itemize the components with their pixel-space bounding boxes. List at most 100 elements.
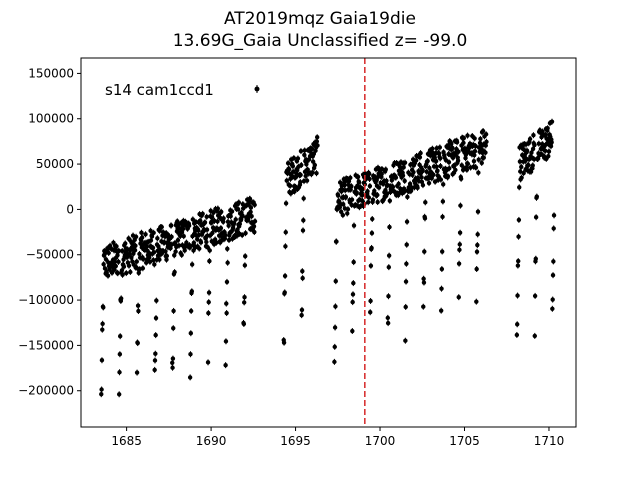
- data-point: [252, 229, 257, 235]
- data-point: [403, 304, 408, 310]
- data-point: [300, 228, 306, 233]
- data-point: [546, 153, 551, 159]
- data-point: [375, 192, 380, 198]
- legend: s14 cam1ccd1: [105, 81, 260, 99]
- data-point: [401, 165, 406, 170]
- data-point: [420, 167, 425, 173]
- data-point: [335, 193, 341, 198]
- data-point: [133, 234, 139, 239]
- data-point: [189, 262, 195, 267]
- data-point: [120, 272, 125, 278]
- data-point: [164, 253, 170, 259]
- data-point: [379, 171, 384, 177]
- data-point: [153, 315, 159, 321]
- data-point: [206, 290, 212, 295]
- data-point: [113, 263, 119, 269]
- data-point: [309, 146, 315, 152]
- data-point: [301, 196, 306, 201]
- data-point: [222, 236, 228, 241]
- data-point: [386, 253, 392, 258]
- data-point: [310, 170, 315, 175]
- y-tick-label: 0: [66, 202, 74, 216]
- data-point: [293, 174, 299, 180]
- data-point: [475, 209, 481, 214]
- data-point: [478, 136, 483, 142]
- data-point: [191, 248, 196, 253]
- data-point: [105, 273, 111, 278]
- data-point: [117, 370, 122, 375]
- data-point: [134, 370, 140, 375]
- data-point: [356, 180, 362, 185]
- data-point: [283, 244, 288, 249]
- data-point: [431, 172, 436, 177]
- data-point: [455, 158, 461, 163]
- data-point: [302, 152, 307, 158]
- data-point: [312, 162, 318, 168]
- data-point: [290, 163, 296, 169]
- data-point: [445, 174, 451, 179]
- data-point: [143, 232, 148, 237]
- data-point: [206, 310, 211, 316]
- data-point: [298, 148, 304, 154]
- data-point: [333, 278, 338, 284]
- data-point: [405, 194, 410, 200]
- data-point: [170, 365, 175, 370]
- data-point: [332, 344, 337, 350]
- data-point: [370, 197, 376, 202]
- data-point: [178, 233, 183, 239]
- data-point: [226, 237, 232, 243]
- data-point: [386, 294, 391, 299]
- data-point: [119, 268, 125, 273]
- data-point: [550, 272, 556, 278]
- data-point: [383, 188, 388, 193]
- data-point: [236, 200, 241, 205]
- data-point: [471, 158, 477, 164]
- y-tick-label: 100000: [28, 112, 74, 126]
- data-point: [205, 245, 210, 250]
- chart-title: AT2019mqz Gaia19die: [224, 9, 416, 29]
- data-point: [171, 325, 176, 331]
- data-point: [332, 325, 338, 330]
- x-tick-label: 1695: [280, 434, 311, 448]
- data-point: [243, 230, 248, 236]
- data-point: [548, 144, 554, 149]
- data-point: [450, 145, 455, 150]
- data-point: [457, 247, 462, 253]
- data-point: [465, 161, 471, 167]
- data-point: [483, 150, 488, 155]
- data-point: [350, 292, 356, 297]
- data-point: [459, 163, 464, 168]
- data-point: [154, 298, 159, 303]
- data-point: [420, 182, 426, 188]
- data-point: [137, 251, 142, 257]
- data-point: [456, 294, 461, 300]
- data-point: [311, 151, 317, 157]
- data-point: [214, 240, 219, 245]
- data-point: [205, 360, 211, 365]
- data-point: [149, 234, 155, 239]
- data-point: [367, 176, 372, 182]
- data-point: [100, 327, 105, 332]
- data-point: [126, 263, 132, 268]
- data-point: [295, 156, 301, 161]
- data-point: [368, 310, 373, 315]
- data-point: [376, 185, 382, 190]
- data-point: [301, 218, 306, 223]
- data-point: [402, 160, 408, 165]
- data-point: [248, 209, 253, 215]
- data-point: [334, 239, 339, 244]
- data-point: [426, 180, 432, 186]
- data-point: [285, 160, 291, 166]
- data-point: [345, 206, 351, 212]
- y-tick-label: 50000: [36, 157, 74, 171]
- data-point: [225, 260, 230, 265]
- data-point: [291, 155, 297, 161]
- data-point: [314, 135, 320, 140]
- data-point: [473, 165, 479, 170]
- data-point: [461, 140, 466, 146]
- data-point: [287, 183, 293, 188]
- data-point: [119, 296, 124, 301]
- data-point: [350, 299, 355, 305]
- data-point: [242, 263, 248, 268]
- data-point: [147, 255, 152, 260]
